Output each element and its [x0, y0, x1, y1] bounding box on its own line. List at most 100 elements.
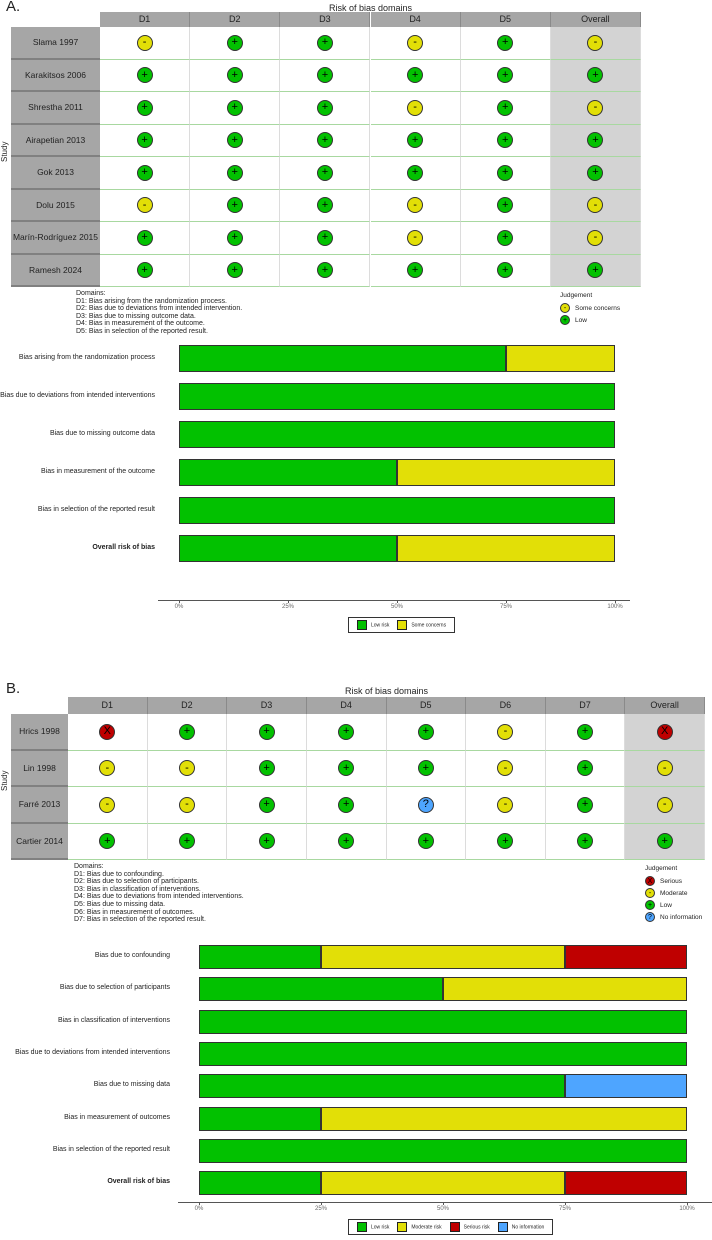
judgement-cell: -	[100, 189, 191, 222]
plus-icon: +	[226, 67, 243, 84]
column-header: D5	[386, 697, 467, 714]
stacked-bar	[199, 1009, 687, 1034]
domains-title: Domains:	[76, 290, 106, 297]
column-header: D2	[190, 12, 281, 27]
judgement-cell: -	[466, 787, 546, 824]
bar-segment-some	[321, 1171, 565, 1196]
x-tick-label: 100%	[607, 604, 623, 610]
judgement-cell: X	[625, 714, 705, 751]
bar-category-label: Bias due to missing outcome data	[49, 429, 155, 437]
column-header: Overall	[625, 697, 705, 714]
judgement-cell: +	[100, 222, 191, 255]
plus-icon: +	[656, 833, 673, 850]
study-label: Shrestha 2011	[11, 92, 100, 125]
plus-icon: +	[497, 833, 514, 850]
domain-definition: D3: Bias due to missing outcome data.	[76, 312, 196, 320]
legend-item: Serious risk	[449, 1222, 490, 1232]
x-tick-label: 25%	[281, 604, 294, 610]
legend-swatch-noinfo	[497, 1222, 508, 1232]
question-icon: ?	[417, 796, 434, 813]
bar-segment-low	[179, 345, 506, 372]
plus-icon: +	[178, 833, 195, 850]
judgement-cell: -	[550, 27, 641, 60]
plus-icon: +	[226, 99, 243, 116]
judgement-cell: +	[466, 823, 546, 860]
column-header: D6	[466, 697, 546, 714]
plus-icon: +	[497, 99, 514, 116]
plus-icon: +	[497, 197, 514, 214]
judgement-cell: +	[460, 27, 551, 60]
judgement-cell: +	[306, 714, 387, 751]
judgement-cell: +	[190, 157, 281, 190]
column-header: D1	[68, 697, 148, 714]
bar-category-label: Bias due to confounding	[94, 952, 170, 959]
x-tick	[288, 600, 289, 603]
judgement-cell: +	[100, 124, 191, 157]
legend-item: No information	[497, 1222, 544, 1232]
bar-category-label: Bias in selection of the reported result	[37, 505, 155, 513]
bar-category-label: Bias due to deviations from intended int…	[15, 1048, 170, 1056]
plus-icon: +	[136, 262, 153, 279]
x-tick	[443, 1202, 444, 1205]
plus-icon: +	[226, 164, 243, 181]
study-label: Cartier 2014	[11, 823, 68, 860]
plus-icon: +	[258, 760, 275, 777]
judgement-cell: +	[100, 92, 191, 125]
plus-icon: +	[587, 164, 604, 181]
stacked-bar	[179, 345, 615, 372]
column-header: D5	[460, 12, 551, 27]
column-header: D3	[227, 697, 307, 714]
stacked-bar	[199, 977, 687, 1002]
stacked-bar	[199, 945, 687, 969]
column-header: D2	[147, 697, 228, 714]
study-label: Farré 2013	[11, 787, 68, 824]
judgement-cell: +	[550, 59, 641, 92]
bar-segment-low	[179, 383, 615, 410]
bar-segment-serious	[565, 945, 687, 969]
plus-icon: +	[99, 833, 116, 850]
judgement-cell: -	[370, 27, 461, 60]
minus-icon: -	[136, 197, 153, 214]
legend-item: + Low	[645, 900, 672, 910]
minus-icon: -	[587, 229, 604, 246]
judgement-cell: +	[280, 59, 371, 92]
stacked-bar	[199, 1138, 687, 1163]
plus-icon: +	[577, 796, 594, 813]
judgement-cell: +	[280, 189, 371, 222]
x-tick	[506, 600, 507, 603]
stacked-bar	[179, 459, 615, 486]
judgement-cell: +	[227, 714, 307, 751]
judgement-cell: +	[460, 59, 551, 92]
judgement-cell: -	[147, 750, 228, 787]
x-tick	[615, 600, 616, 603]
table-title: Risk of bias domains	[328, 3, 413, 13]
stacked-bar	[199, 1171, 687, 1196]
minus-icon: -	[99, 796, 116, 813]
legend-label: Low	[660, 901, 672, 909]
plus-icon: +	[497, 164, 514, 181]
legend-title: Judgement	[645, 865, 678, 872]
stacked-bar	[179, 497, 615, 524]
plus-icon: +	[497, 67, 514, 84]
judgement-cell: +	[545, 823, 626, 860]
domain-definition: D7: Bias in selection of the reported re…	[74, 916, 206, 924]
legend-item: - Some concerns	[560, 303, 620, 313]
judgement-cell: +	[190, 222, 281, 255]
judgement-cell: -	[550, 189, 641, 222]
domain-definition: D1: Bias due to confounding.	[74, 870, 164, 878]
stacked-bar	[199, 1041, 687, 1066]
domain-definition: D2: Bias due to selection of participant…	[74, 878, 199, 886]
bar-segment-low	[199, 945, 321, 969]
judgement-cell: +	[227, 823, 307, 860]
x-tick	[321, 1202, 322, 1205]
question-icon: ?	[645, 912, 655, 922]
legend-swatch-serious	[449, 1222, 460, 1232]
domain-definition: D5: Bias in selection of the reported re…	[76, 328, 208, 335]
judgement-cell: ?	[386, 787, 467, 824]
x-icon: X	[99, 723, 116, 740]
legend-item: Some concerns	[397, 620, 446, 630]
legend-title: Judgement	[560, 292, 593, 299]
bar-segment-low	[179, 535, 397, 562]
column-header: D1	[100, 12, 191, 27]
plus-icon: +	[417, 760, 434, 777]
